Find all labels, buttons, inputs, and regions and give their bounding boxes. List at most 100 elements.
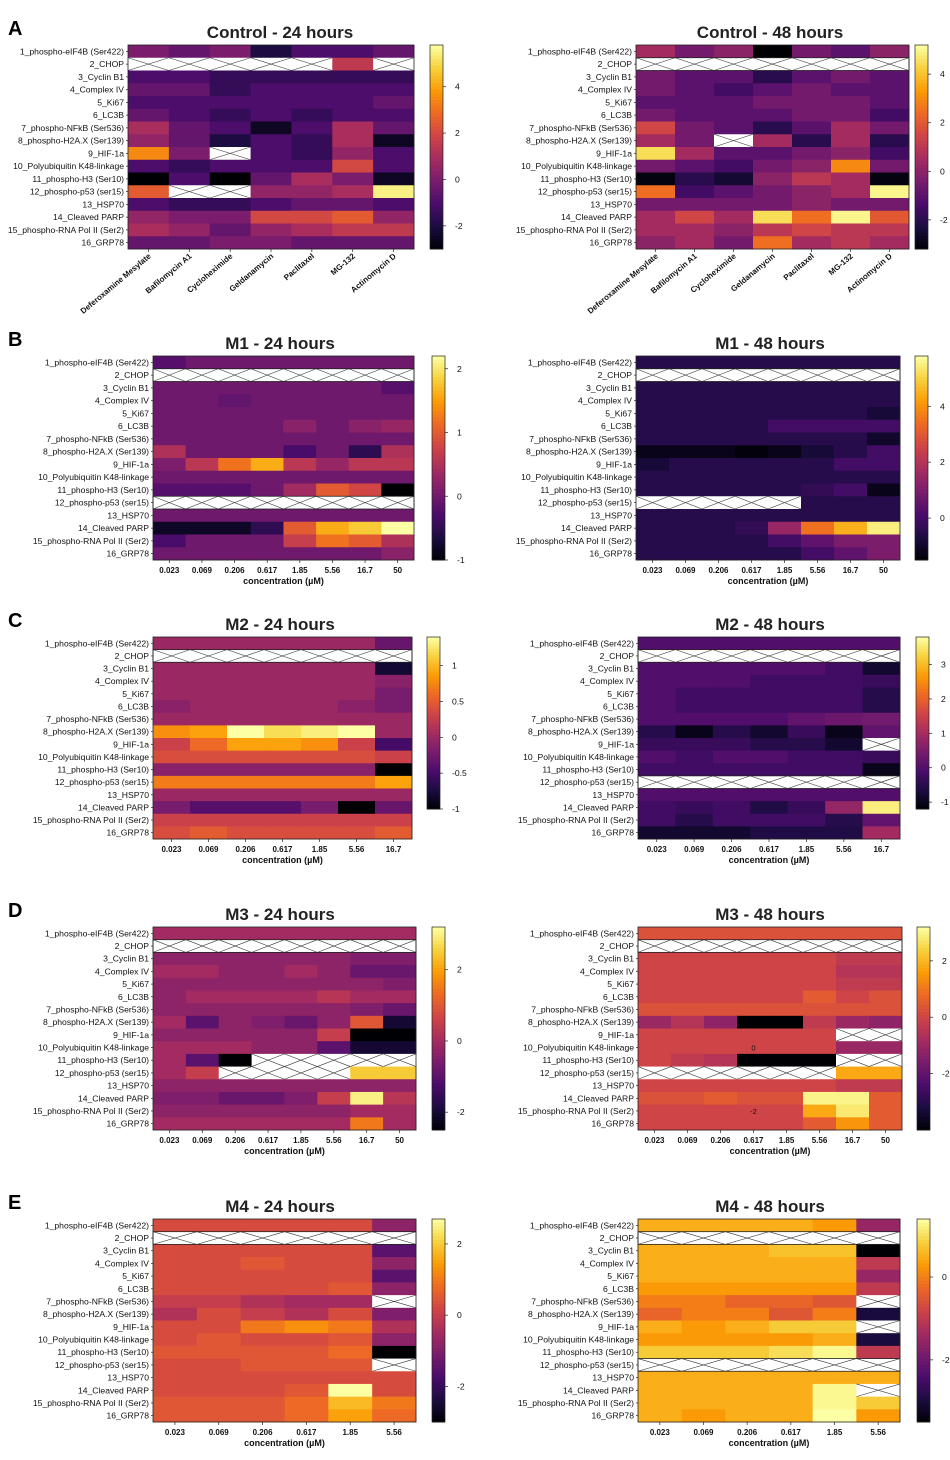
heatmap-cell bbox=[372, 1257, 417, 1271]
heatmap-cell bbox=[638, 1282, 683, 1296]
heatmap-cell bbox=[153, 547, 187, 561]
heatmap-cell bbox=[348, 534, 382, 548]
heatmap-cell bbox=[227, 637, 265, 651]
heatmap-cell bbox=[636, 134, 676, 148]
panel-letter: D bbox=[8, 900, 22, 922]
heatmap-cell bbox=[769, 1320, 814, 1334]
colorbar-tick-label: 0 bbox=[941, 763, 946, 773]
heatmap-cell bbox=[812, 1383, 857, 1398]
heatmap-cell bbox=[636, 547, 670, 561]
heatmap-cell bbox=[638, 1244, 683, 1258]
heatmap-cell bbox=[867, 394, 901, 408]
heatmap-cell-missing bbox=[152, 939, 187, 953]
heatmap-cell bbox=[714, 147, 754, 161]
heatmap-cell-missing bbox=[675, 649, 714, 663]
heatmap-cell bbox=[375, 662, 413, 676]
heatmap-cell bbox=[284, 1371, 329, 1385]
heatmap-cell bbox=[768, 534, 802, 548]
heatmap-cell bbox=[862, 637, 901, 651]
column-label: Paclitaxel bbox=[782, 252, 816, 283]
heatmap-cell bbox=[168, 147, 211, 161]
heatmap-cell bbox=[825, 700, 863, 714]
heatmap-cell-missing bbox=[701, 495, 736, 510]
column-label: 0.023 bbox=[161, 845, 182, 854]
heatmap-cell bbox=[869, 1117, 903, 1131]
heatmap-cell bbox=[714, 185, 754, 199]
panel-title: Control - 48 hours bbox=[697, 23, 843, 42]
heatmap-cell bbox=[834, 470, 868, 484]
heatmap-cell bbox=[675, 738, 714, 752]
column-label: 1.85 bbox=[293, 1136, 309, 1145]
heatmap-cell bbox=[750, 687, 789, 701]
heatmap-cell bbox=[240, 1358, 285, 1372]
heatmap-cell bbox=[737, 1091, 771, 1106]
heatmap-cell bbox=[168, 83, 211, 97]
heatmap-cell bbox=[251, 927, 285, 941]
heatmap-cell bbox=[702, 356, 736, 370]
column-label: 5.56 bbox=[349, 845, 365, 854]
heatmap-cell-missing bbox=[328, 1231, 373, 1245]
row-label: 7_phospho-NFkB (Ser536) bbox=[531, 1004, 634, 1014]
heatmap-cell bbox=[675, 813, 714, 827]
heatmap-cell bbox=[227, 712, 265, 726]
x-axis-title: concentration (µM) bbox=[244, 1438, 325, 1448]
heatmap-cell bbox=[317, 1028, 351, 1042]
heatmap-cell bbox=[750, 813, 789, 827]
row-label: 16_GRP78 bbox=[591, 828, 634, 838]
heatmap-cell bbox=[735, 381, 769, 395]
heatmap-cell bbox=[317, 1079, 351, 1093]
heatmap-cell bbox=[856, 1257, 901, 1271]
heatmap-cell bbox=[675, 725, 714, 739]
heatmap-cell bbox=[867, 534, 901, 548]
heatmap-cell bbox=[681, 1244, 726, 1258]
heatmap-cell bbox=[725, 1219, 770, 1233]
colorbar-tick-label: -2 bbox=[455, 221, 463, 231]
heatmap-cell bbox=[638, 763, 676, 777]
heatmap-cell bbox=[675, 826, 714, 840]
row-label: 10_Polyubiquitin K48-linkage bbox=[38, 1335, 149, 1345]
heatmap-cell bbox=[317, 1003, 351, 1017]
row-label: 10_Polyubiquitin K48-linkage bbox=[523, 752, 634, 762]
heatmap-cell bbox=[671, 1117, 705, 1131]
row-label: 8_phospho-H2A.X (Ser139) bbox=[526, 136, 632, 146]
heatmap-cell bbox=[128, 121, 170, 135]
heatmap-cell bbox=[284, 1003, 318, 1017]
heatmap-cell-missing bbox=[701, 368, 736, 382]
heatmap-cell bbox=[669, 483, 703, 497]
heatmap-cell bbox=[250, 534, 284, 548]
heatmap-cell bbox=[636, 83, 676, 97]
column-label: 0.206 bbox=[737, 1428, 758, 1437]
heatmap-cell bbox=[218, 445, 252, 459]
heatmap-cell bbox=[153, 521, 187, 535]
heatmap-cell bbox=[190, 712, 228, 726]
row-label: 5_Ki67 bbox=[122, 1271, 149, 1281]
row-label: 4_Complex IV bbox=[580, 966, 634, 976]
heatmap-cell bbox=[185, 534, 219, 548]
heatmap-cell bbox=[856, 1396, 901, 1410]
heatmap-cell bbox=[856, 1345, 901, 1359]
row-label: 2_CHOP bbox=[598, 59, 633, 69]
heatmap-cell bbox=[381, 432, 415, 446]
row-label: 8_phospho-H2A.X (Ser139) bbox=[528, 1017, 634, 1027]
heatmap-cell bbox=[787, 813, 826, 827]
heatmap-cell bbox=[801, 432, 835, 446]
heatmap-cell-missing bbox=[218, 1066, 252, 1080]
heatmap-cell bbox=[753, 223, 793, 237]
heatmap-cell bbox=[681, 1333, 726, 1347]
heatmap-cell bbox=[770, 1003, 804, 1017]
heatmap-cell bbox=[702, 419, 736, 433]
heatmap-cell bbox=[753, 236, 793, 250]
heatmap-cell bbox=[153, 1307, 198, 1321]
heatmap-cell bbox=[787, 826, 826, 840]
heatmap-cell bbox=[704, 965, 738, 979]
heatmap-cell bbox=[196, 1333, 242, 1347]
heatmap-cell-missing bbox=[316, 495, 350, 510]
heatmap-cell-missing bbox=[350, 939, 384, 953]
heatmap-cell-missing bbox=[251, 939, 285, 953]
colorbar-tick-label: 1 bbox=[457, 428, 462, 438]
heatmap-cell bbox=[737, 977, 771, 991]
heatmap-cell-missing bbox=[283, 368, 317, 382]
heatmap-cell bbox=[834, 356, 868, 370]
heatmap-cell bbox=[284, 1295, 329, 1309]
heatmap-cell bbox=[291, 134, 333, 148]
